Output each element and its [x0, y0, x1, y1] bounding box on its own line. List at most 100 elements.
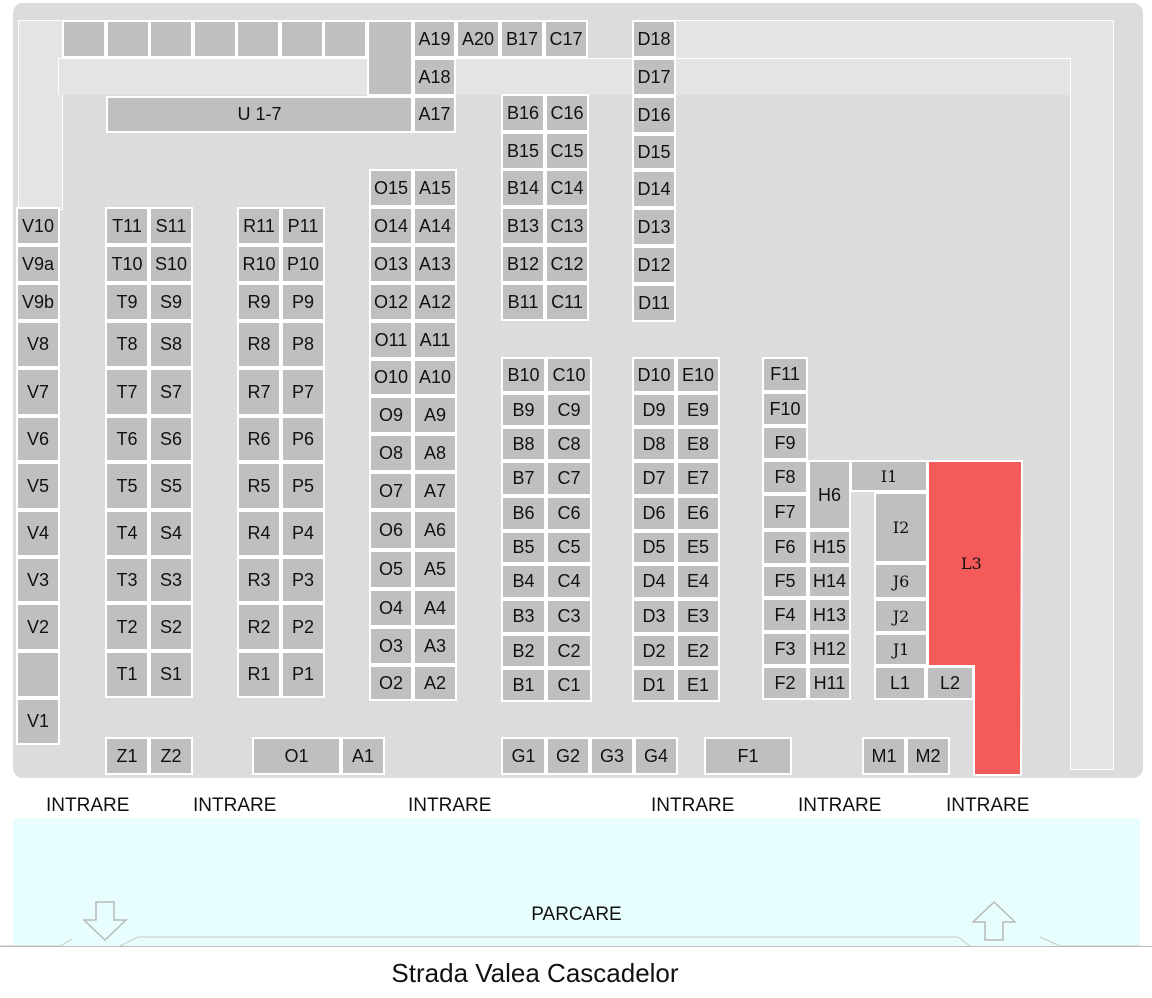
stall-s1[interactable]: S1	[149, 651, 193, 698]
stall-e3[interactable]: E3	[676, 599, 720, 634]
stall-i1[interactable]: I1	[850, 460, 928, 492]
stall-b14[interactable]: B14	[501, 169, 545, 207]
stall-top-row-blank-5[interactable]	[279, 20, 324, 58]
stall-d6[interactable]: D6	[632, 496, 676, 531]
stall-top-row-blank-4[interactable]	[236, 20, 280, 58]
stall-e10[interactable]: E10	[676, 357, 720, 393]
stall-o14[interactable]: O14	[369, 207, 413, 245]
stall-b11[interactable]: B11	[501, 283, 545, 321]
stall-o1[interactable]: O1	[252, 737, 341, 775]
stall-o6[interactable]: O6	[369, 510, 413, 550]
stall-d2[interactable]: D2	[632, 634, 676, 668]
stall-d10[interactable]: D10	[632, 357, 676, 393]
stall-b2[interactable]: B2	[501, 634, 546, 668]
stall-g3[interactable]: G3	[590, 737, 634, 775]
stall-s7[interactable]: S7	[149, 368, 193, 416]
stall-v9a[interactable]: V9a	[16, 245, 60, 283]
stall-c12[interactable]: C12	[545, 245, 589, 283]
stall-d7[interactable]: D7	[632, 461, 676, 496]
stall-f8[interactable]: F8	[762, 460, 808, 494]
stall-c9[interactable]: C9	[546, 393, 592, 427]
stall-e5[interactable]: E5	[676, 531, 720, 564]
stall-s11[interactable]: S11	[149, 207, 193, 245]
stall-o3[interactable]: O3	[369, 627, 413, 665]
stall-p11[interactable]: P11	[281, 207, 325, 245]
stall-p1[interactable]: P1	[281, 651, 325, 698]
stall-p9[interactable]: P9	[281, 283, 325, 321]
stall-j1[interactable]: J1	[874, 633, 928, 666]
stall-p5[interactable]: P5	[281, 462, 325, 510]
stall-g1[interactable]: G1	[501, 737, 546, 775]
stall-d8[interactable]: D8	[632, 427, 676, 461]
stall-r1[interactable]: R1	[237, 651, 281, 698]
stall-p10[interactable]: P10	[281, 245, 325, 283]
stall-c1[interactable]: C1	[546, 668, 592, 702]
stall-a15[interactable]: A15	[413, 169, 457, 207]
stall-b7[interactable]: B7	[501, 461, 546, 496]
stall-f3[interactable]: F3	[762, 632, 808, 666]
stall-p3[interactable]: P3	[281, 557, 325, 603]
stall-b6[interactable]: B6	[501, 496, 546, 531]
stall-s6[interactable]: S6	[149, 416, 193, 462]
stall-p4[interactable]: P4	[281, 510, 325, 557]
stall-p7[interactable]: P7	[281, 368, 325, 416]
stall-f4[interactable]: F4	[762, 598, 808, 632]
stall-a5[interactable]: A5	[413, 550, 457, 589]
stall-d16[interactable]: D16	[632, 96, 676, 134]
stall-t1[interactable]: T1	[105, 651, 149, 698]
stall-h13[interactable]: H13	[808, 598, 851, 632]
stall-l1[interactable]: L1	[874, 666, 926, 700]
stall-s3[interactable]: S3	[149, 557, 193, 603]
stall-e6[interactable]: E6	[676, 496, 720, 531]
stall-a7[interactable]: A7	[413, 472, 457, 510]
stall-b9[interactable]: B9	[501, 393, 546, 427]
stall-d14[interactable]: D14	[632, 170, 676, 208]
stall-d12[interactable]: D12	[632, 246, 676, 284]
stall-z1[interactable]: Z1	[105, 737, 149, 775]
stall-v7[interactable]: V7	[16, 368, 60, 416]
stall-p6[interactable]: P6	[281, 416, 325, 462]
stall-s9[interactable]: S9	[149, 283, 193, 321]
stall-b12[interactable]: B12	[501, 245, 545, 283]
stall-a3[interactable]: A3	[413, 627, 457, 665]
stall-e9[interactable]: E9	[676, 393, 720, 427]
stall-a10[interactable]: A10	[413, 359, 457, 396]
stall-c5[interactable]: C5	[546, 531, 592, 564]
stall-top-row-blank-1[interactable]	[105, 20, 150, 58]
stall-o2[interactable]: O2	[369, 665, 413, 701]
stall-f9[interactable]: F9	[762, 426, 808, 460]
stall-u[interactable]: U 1-7	[106, 96, 413, 133]
stall-r10[interactable]: R10	[237, 245, 281, 283]
stall-a20[interactable]: A20	[456, 20, 500, 58]
stall-d5[interactable]: D5	[632, 531, 676, 564]
stall-e7[interactable]: E7	[676, 461, 720, 496]
stall-s10[interactable]: S10	[149, 245, 193, 283]
stall-h6[interactable]: H6	[808, 460, 851, 530]
stall-h11[interactable]: H11	[808, 666, 851, 700]
stall-r7[interactable]: R7	[237, 368, 281, 416]
stall-b3[interactable]: B3	[501, 599, 546, 634]
stall-t11[interactable]: T11	[105, 207, 149, 245]
stall-d11[interactable]: D11	[632, 284, 676, 322]
stall-i2[interactable]: I2	[874, 492, 928, 563]
stall-a2[interactable]: A2	[413, 665, 457, 701]
stall-c15[interactable]: C15	[545, 132, 589, 170]
stall-f1[interactable]: F1	[704, 737, 792, 775]
stall-g4[interactable]: G4	[634, 737, 678, 775]
stall-v1[interactable]: V1	[16, 698, 60, 745]
stall-g2[interactable]: G2	[546, 737, 590, 775]
stall-m2[interactable]: M2	[906, 737, 950, 775]
stall-v2[interactable]: V2	[16, 603, 60, 651]
stall-e4[interactable]: E4	[676, 564, 720, 599]
stall-o7[interactable]: O7	[369, 472, 413, 510]
stall-p8[interactable]: P8	[281, 321, 325, 368]
stall-d1[interactable]: D1	[632, 668, 676, 702]
stall-f2[interactable]: F2	[762, 666, 808, 700]
stall-t9[interactable]: T9	[105, 283, 149, 321]
stall-o10[interactable]: O10	[369, 359, 413, 396]
stall-a8[interactable]: A8	[413, 434, 457, 472]
stall-a19[interactable]: A19	[413, 20, 456, 58]
stall-r5[interactable]: R5	[237, 462, 281, 510]
stall-b10[interactable]: B10	[501, 357, 546, 393]
stall-v-blank[interactable]	[16, 651, 60, 698]
